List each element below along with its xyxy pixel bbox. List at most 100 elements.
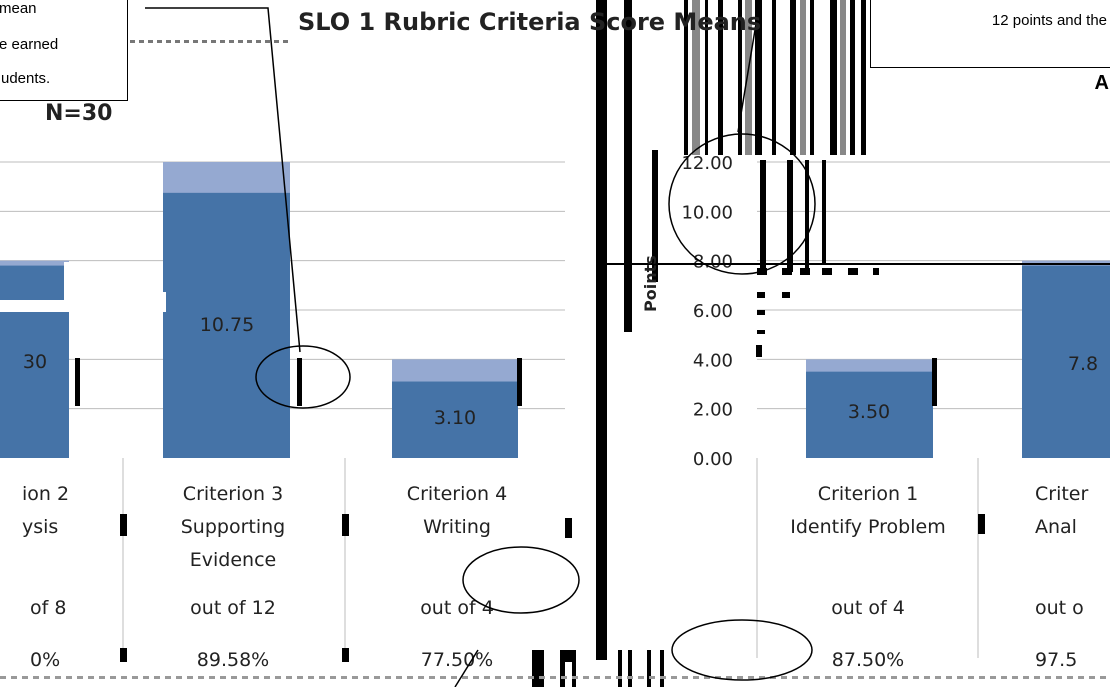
glitch-bar: [560, 650, 565, 687]
noise-mark: [440, 676, 446, 679]
noise-mark: [858, 676, 864, 679]
data-label: 3.50: [848, 401, 890, 423]
noise-mark: [396, 676, 402, 679]
noise-mark: [286, 676, 292, 679]
noise-mark: [33, 676, 39, 679]
noise-mark: [715, 676, 721, 679]
noise-mark: [297, 676, 303, 679]
noise-mark: [649, 676, 655, 679]
glitch-bar: [800, 268, 810, 275]
noise-mark: [748, 676, 754, 679]
noise-mark: [792, 676, 798, 679]
noise-mark: [22, 676, 28, 679]
noise-mark: [66, 676, 72, 679]
glitch-bar: [517, 358, 522, 406]
bar-mean: [1022, 265, 1110, 458]
annotation-ellipse: [668, 133, 816, 275]
noise-mark: [264, 676, 270, 679]
glitch-bar: [596, 0, 607, 660]
callout-right-text: 12 points and the: [991, 12, 1107, 29]
data-label: 30: [23, 351, 47, 373]
chart-title: SLO 1 Rubric Criteria Score Means: [298, 8, 761, 36]
noise-mark: [231, 676, 237, 679]
noise-mark: [341, 676, 347, 679]
noise-mark: [175, 40, 180, 43]
category-label: Anal: [1035, 516, 1077, 538]
out-of-label: out of 4: [420, 597, 494, 619]
noise-mark: [308, 676, 314, 679]
category-label: Criterion 4: [407, 483, 507, 505]
glitch-slab: [160, 292, 166, 312]
noise-mark: [1034, 676, 1040, 679]
percent-label: 0%: [30, 649, 60, 671]
noise-mark: [363, 676, 369, 679]
noise-mark: [148, 40, 153, 43]
glitch-bar: [782, 268, 792, 275]
noise-mark: [517, 676, 523, 679]
noise-mark: [319, 676, 325, 679]
noise-mark: [139, 40, 144, 43]
noise-mark: [737, 676, 743, 679]
noise-mark: [869, 676, 875, 679]
glitch-bar: [705, 0, 708, 155]
percent-label: 77.50%: [421, 649, 493, 671]
category-table: ion 2 ysis of 8 0% Criterion 3 Supporting Evid…: [22, 458, 1088, 671]
noise-mark: [418, 676, 424, 679]
noise-mark: [193, 40, 198, 43]
glitch-bar: [848, 268, 858, 275]
noise-mark: [506, 676, 512, 679]
noise-mark: [451, 676, 457, 679]
glitch-bar: [830, 0, 837, 155]
glitch-bar: [120, 648, 127, 662]
noise-mark: [374, 676, 380, 679]
noise-mark: [1045, 676, 1051, 679]
category-label: Criter: [1035, 483, 1088, 505]
noise-mark: [429, 676, 435, 679]
noise-mark: [110, 676, 116, 679]
y-tick-label: 12.00: [681, 153, 733, 174]
y-tick-label: 4.00: [693, 350, 733, 371]
callout-left-line: udents.: [1, 70, 51, 87]
glitch-bar: [978, 514, 985, 534]
data-label: 10.75: [200, 314, 254, 336]
glitch-bar: [861, 0, 866, 155]
data-label: 3.10: [434, 407, 476, 429]
out-of-label: out o: [1035, 597, 1084, 619]
noise-mark: [202, 40, 207, 43]
noise-mark: [660, 676, 666, 679]
noise-mark: [88, 676, 94, 679]
bar-mean: [806, 371, 933, 458]
glitch-bar: [873, 268, 879, 275]
noise-mark: [495, 676, 501, 679]
category-label: ysis: [22, 516, 58, 538]
noise-mark: [166, 40, 171, 43]
bar-mean: [392, 381, 518, 458]
noise-mark: [946, 676, 952, 679]
noise-mark: [781, 676, 787, 679]
noise-mark: [1089, 676, 1095, 679]
noise-mark: [253, 676, 259, 679]
category-label: Criterion 1: [818, 483, 918, 505]
glitch-bar: [757, 330, 765, 334]
noise-mark: [462, 676, 468, 679]
noise-mark: [44, 676, 50, 679]
glitch-bar: [787, 160, 793, 272]
noise-mark: [990, 676, 996, 679]
noise-mark: [803, 676, 809, 679]
glitch-bar: [757, 310, 765, 315]
glitch-bar: [800, 0, 806, 155]
glitch-bar: [718, 0, 723, 155]
glitch-bar: [805, 160, 809, 272]
glitch-bar: [840, 0, 846, 155]
glitch-bar: [684, 0, 688, 155]
glitch-bar: [297, 358, 302, 406]
noise-mark: [275, 676, 281, 679]
callout-box-right: 12 points and the A: [870, 0, 1110, 94]
noise-mark: [1056, 676, 1062, 679]
out-of-label: out of 4: [831, 597, 905, 619]
annotation-ellipse: [671, 619, 813, 681]
noise-mark: [957, 676, 963, 679]
glitch-bar: [850, 0, 855, 155]
